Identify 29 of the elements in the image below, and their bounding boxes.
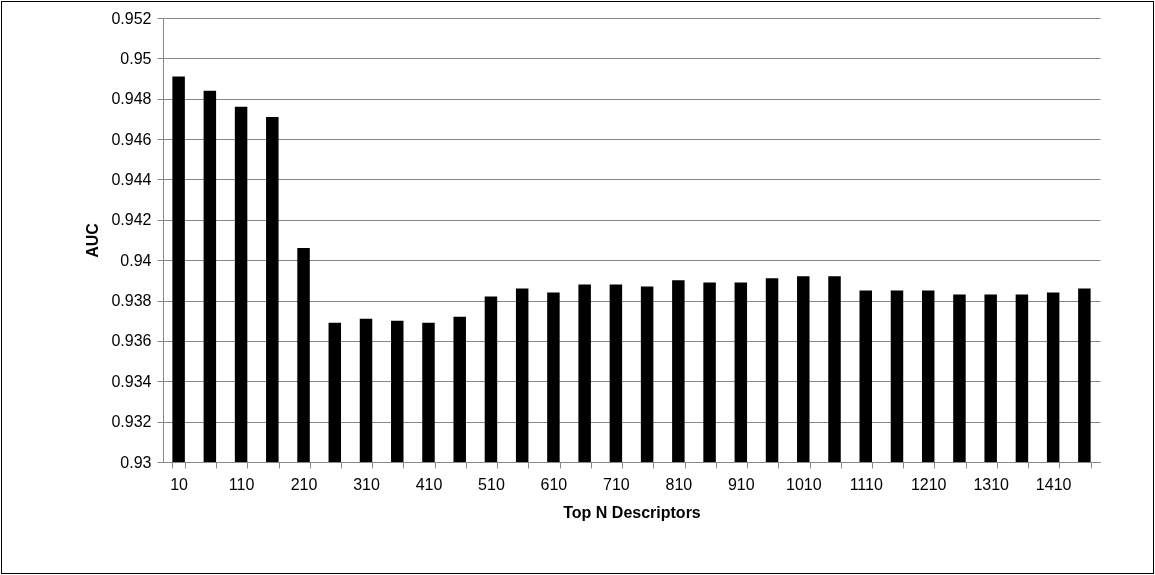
y-tick-label: 0.942 [111,211,152,229]
x-tick-label: 810 [665,475,693,493]
y-tick-label: 0.93 [120,453,152,471]
x-tick-label: 1210 [910,475,947,493]
x-tick-label: 1410 [1035,475,1072,493]
x-axis-title: Top N Descriptors [563,503,701,521]
y-tick-label: 0.936 [111,332,152,350]
y-tick-label: 0.952 [111,9,152,27]
x-tick-label: 10 [170,475,189,493]
x-tick-label: 110 [228,475,255,493]
y-tick-label: 0.938 [111,292,152,310]
x-tick-label: 1310 [973,475,1010,493]
x-tick-label: 910 [727,475,755,493]
y-tick-label: 0.946 [111,130,152,148]
y-tick-label: 0.944 [111,170,152,188]
x-tick-label: 1110 [849,475,883,493]
x-tick-label: 710 [603,475,630,493]
x-tick-label: 310 [353,475,380,493]
y-tick-label: 0.932 [111,413,152,431]
x-tick-label: 610 [540,475,568,493]
y-axis-title: AUC [84,222,102,258]
x-tick-label: 510 [478,475,505,493]
y-tick-label: 0.94 [120,251,152,269]
x-tick-label: 210 [290,475,318,493]
y-tick-label: 0.934 [111,372,152,390]
y-tick-label: 0.95 [120,49,152,67]
y-tick-label: 0.948 [111,90,152,108]
x-tick-label: 410 [415,475,443,493]
x-tick-label: 1010 [785,475,822,493]
